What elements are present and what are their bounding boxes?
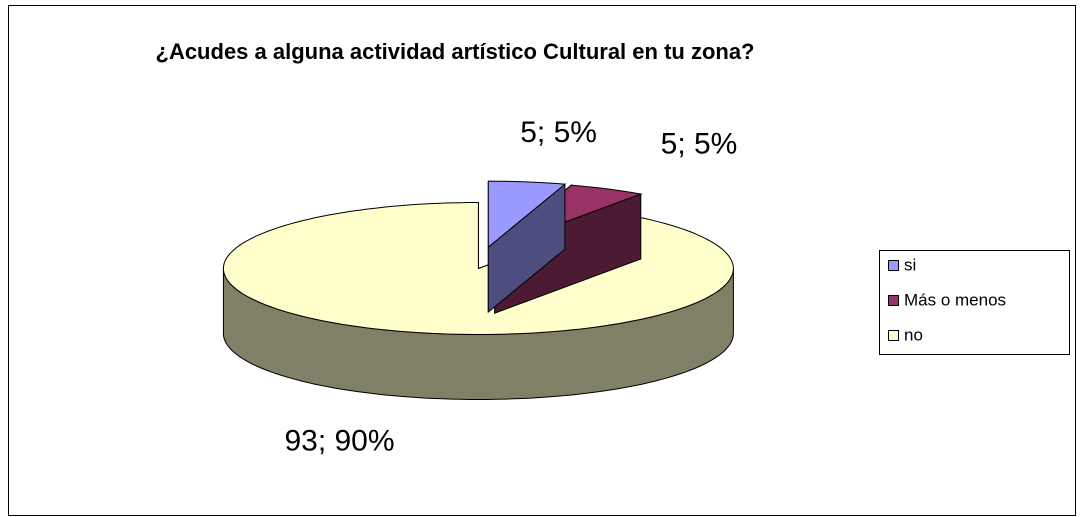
legend-label: no <box>904 325 923 344</box>
data-label: 93; 90% <box>284 425 394 458</box>
slice <box>487 180 567 314</box>
slice <box>222 202 734 400</box>
slice-top <box>487 180 567 249</box>
data-label: 5; 5% <box>661 127 738 160</box>
legend-swatch <box>888 295 899 306</box>
legend-label: Más o menos <box>904 290 1006 309</box>
legend-label: si <box>904 255 916 274</box>
legend-box <box>879 250 1070 355</box>
chart-title: ¿Acudes a alguna actividad artístico Cul… <box>156 39 755 64</box>
legend-swatch <box>888 330 899 341</box>
legend-swatch <box>888 260 899 271</box>
slice-top <box>222 202 734 335</box>
pie <box>222 180 734 400</box>
data-label: 5; 5% <box>520 116 597 149</box>
